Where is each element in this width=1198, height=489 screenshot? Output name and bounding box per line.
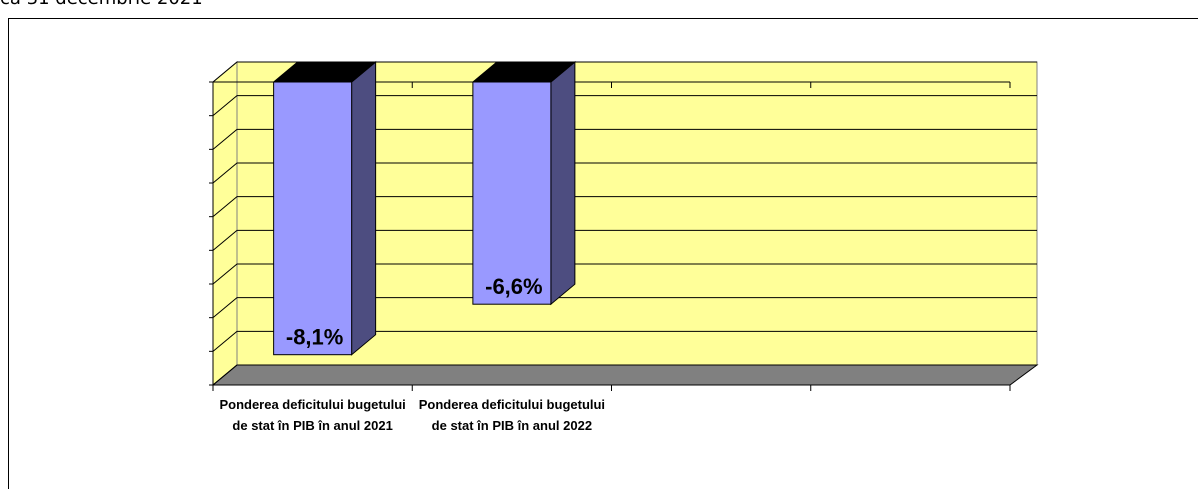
grid-line	[212, 229, 1037, 251]
value-label: -8,1%	[286, 325, 343, 350]
value-label: -6,6%	[485, 274, 542, 299]
grid-line	[212, 128, 1037, 150]
heading: ca 31 decembrie 2021	[0, 0, 203, 9]
grid-line	[212, 95, 1037, 117]
grid-line	[212, 330, 1037, 352]
floor	[211, 364, 1039, 386]
bar	[273, 81, 353, 356]
x-tick-label: Ponderea deficitului bugetului de stat î…	[219, 397, 406, 433]
grid-line	[212, 297, 1037, 319]
side-wall	[212, 60, 238, 387]
bar-side	[351, 60, 377, 356]
bar	[472, 81, 552, 305]
bar-side	[550, 60, 576, 306]
grid-line	[212, 196, 1037, 218]
grid-line	[212, 263, 1037, 285]
grid-line	[212, 364, 1037, 386]
grid-line	[212, 61, 1037, 83]
chart-frame	[8, 18, 1198, 489]
x-tick-label: Ponderea deficitului bugetului de stat î…	[418, 397, 606, 433]
grid-line	[212, 162, 1037, 184]
